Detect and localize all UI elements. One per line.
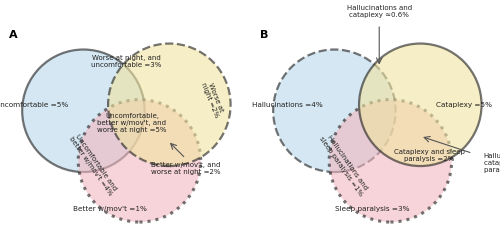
- Text: Uncomfortable,
better w/mov't, and
worse at night =5%: Uncomfortable, better w/mov't, and worse…: [97, 113, 166, 133]
- Text: Hallucinations and
cataplexy ≈0.6%: Hallucinations and cataplexy ≈0.6%: [346, 5, 412, 18]
- Circle shape: [78, 100, 200, 222]
- Circle shape: [359, 43, 482, 166]
- Circle shape: [329, 100, 452, 222]
- Text: Cataplexy and sleep
paralysis =2%: Cataplexy and sleep paralysis =2%: [394, 149, 464, 162]
- Text: Uncomfortable and
better w/mov't =4%: Uncomfortable and better w/mov't =4%: [68, 132, 118, 197]
- Text: Hallucinations,
cataplexy, and sleep
paralysis =1%: Hallucinations, cataplexy, and sleep par…: [484, 153, 500, 173]
- Text: Uncomfortable =5%: Uncomfortable =5%: [0, 102, 68, 108]
- Text: Worse at
night =2%: Worse at night =2%: [200, 79, 226, 119]
- Text: Better w/mov't =1%: Better w/mov't =1%: [72, 206, 146, 212]
- Text: B: B: [260, 30, 268, 40]
- Text: Cataplexy =5%: Cataplexy =5%: [436, 102, 492, 108]
- Circle shape: [108, 43, 230, 166]
- Circle shape: [273, 49, 396, 172]
- Text: Better w/mov't, and
worse at night =2%: Better w/mov't, and worse at night =2%: [151, 162, 220, 175]
- Text: Sleep paralysis =3%: Sleep paralysis =3%: [334, 206, 409, 212]
- Text: Hallucinations and
sleep paralysis =1%: Hallucinations and sleep paralysis =1%: [318, 132, 370, 197]
- Text: Worse at night, and
uncomfortable =3%: Worse at night, and uncomfortable =3%: [91, 55, 161, 68]
- Text: Hallucinations =4%: Hallucinations =4%: [252, 102, 322, 108]
- Circle shape: [22, 49, 144, 172]
- Text: A: A: [8, 30, 18, 40]
